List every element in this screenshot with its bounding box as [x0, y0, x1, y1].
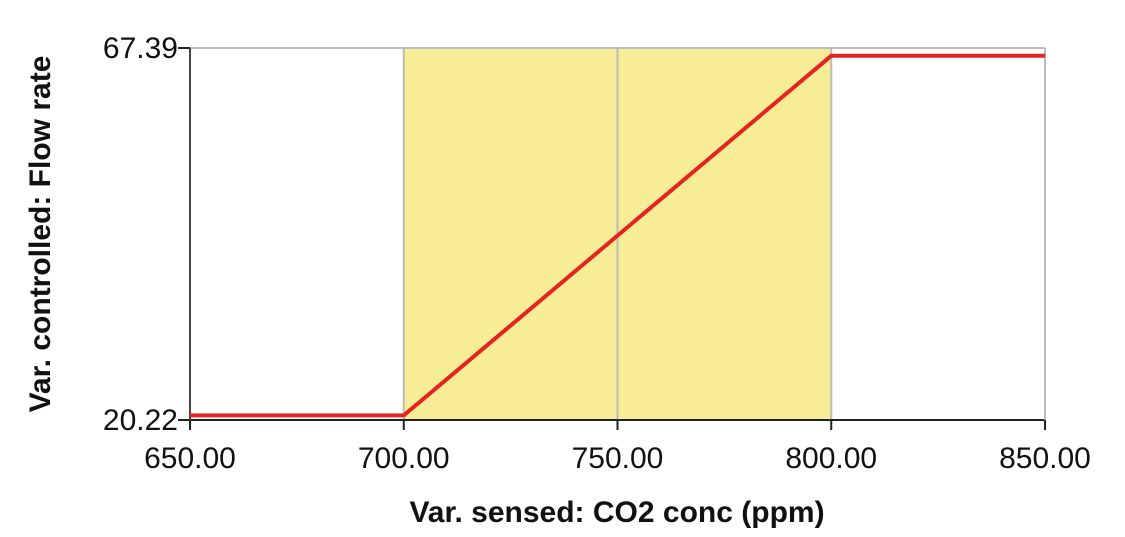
x-axis-label: Var. sensed: CO2 conc (ppm) [409, 496, 824, 529]
x-tick-label: 750.00 [572, 442, 664, 475]
x-tick-label: 650.00 [144, 442, 236, 475]
x-tick-label: 700.00 [358, 442, 450, 475]
y-tick-label: 20.22 [103, 404, 178, 437]
x-tick-label: 850.00 [999, 442, 1091, 475]
data-line [190, 53, 1045, 418]
x-tick-label: 800.00 [785, 442, 877, 475]
y-tick-label: 67.39 [103, 32, 178, 65]
y-axis-label: Var. controlled: Flow rate [24, 56, 57, 413]
